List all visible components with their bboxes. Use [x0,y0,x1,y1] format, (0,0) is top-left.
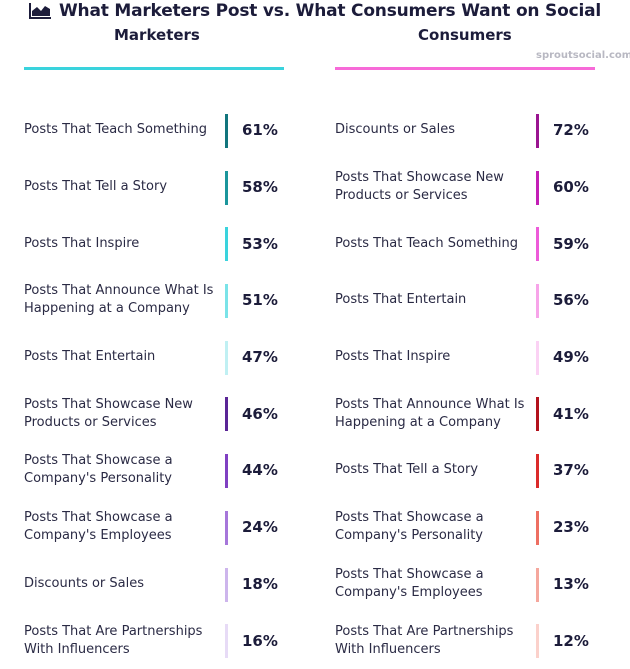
consumers-row: Posts That Showcase New Products or Serv… [335,159,615,216]
consumers-value-label: 72% [553,121,589,140]
marketers-column: Posts That Teach Something 61% Posts That … [24,102,304,669]
consumers-category-label: Posts That Inspire [335,349,451,365]
consumers-value-label: 41% [553,404,589,423]
consumers-category-label: Posts That Tell a Story [335,462,479,478]
consumers-value-label: 12% [553,631,589,650]
marketers-category-label: Posts That Are Partnerships With Influen… [24,623,203,657]
marketers-value-bar [225,567,228,602]
marketers-category-label: Posts That Inspire [24,235,140,251]
consumers-category-label: Posts That Showcase New Products or Serv… [335,170,504,204]
consumers-category-label: Posts That Are Partnerships With Influen… [335,623,514,657]
consumers-value-label: 59% [553,234,589,253]
marketers-row: Posts That Showcase a Company's Personal… [24,442,304,499]
marketers-category-label: Discounts or Sales [24,575,145,591]
marketers-row: Posts That Showcase a Company's Employee… [24,499,304,556]
marketers-row: Discounts or Sales 18% [24,556,304,613]
marketers-category-label: Posts That Tell a Story [24,179,168,195]
marketers-category-label: Posts That Showcase a Company's Employee… [24,510,173,544]
marketers-value-label: 44% [242,461,278,480]
marketers-value-bar [225,170,228,205]
consumers-category-label: Discounts or Sales [335,122,456,138]
marketers-category-label: Posts That Teach Something [24,122,208,138]
marketers-value-bar [225,227,228,262]
marketers-value-bar [225,114,228,148]
marketers-row: Posts That Announce What Is Happening at… [24,272,304,329]
marketers-category-label: Posts That Announce What Is Happening at… [24,283,214,317]
consumers-rule [335,67,595,70]
consumers-value-bar [536,284,539,319]
marketers-category-label: Posts That Showcase New Products or Serv… [24,396,193,430]
consumers-row: Posts That Showcase a Company's Personal… [335,499,615,556]
marketers-row: Posts That Inspire 53% [24,215,304,272]
marketers-value-label: 46% [242,404,278,423]
brand-watermark: sproutsocial.com [536,50,630,61]
consumers-value-label: 56% [553,291,589,310]
consumers-value-bar [536,340,539,375]
marketers-value-bar [225,340,228,375]
marketers-rule [24,67,284,70]
consumers-row: Posts That Teach Something 59% [335,215,615,272]
marketers-value-label: 51% [242,291,278,310]
marketers-category-label: Posts That Entertain [24,349,156,365]
marketers-value-label: 58% [242,178,278,197]
marketers-value-label: 16% [242,631,278,650]
consumers-value-label: 49% [553,348,589,367]
consumers-category-label: Posts That Announce What Is Happening at… [335,396,525,430]
marketers-value-bar [225,624,228,659]
consumers-row: Discounts or Sales 72% [335,102,615,159]
consumers-category-label: Posts That Teach Something [335,235,519,251]
consumers-category-label: Posts That Entertain [335,292,467,308]
consumers-value-bar [536,170,539,205]
consumers-value-label: 23% [553,518,589,537]
consumers-row: Posts That Are Partnerships With Influen… [335,612,615,669]
consumers-row: Posts That Tell a Story 37% [335,442,615,499]
consumers-row: Posts That Entertain 56% [335,272,615,329]
consumers-row: Posts That Showcase a Company's Employee… [335,556,615,613]
consumers-row: Posts That Inspire 49% [335,329,615,386]
marketers-category-label: Posts That Showcase a Company's Personal… [24,453,173,487]
consumers-value-label: 60% [553,178,589,197]
marketers-value-bar [225,454,228,489]
consumers-value-bar [536,227,539,262]
marketers-value-label: 53% [242,234,278,253]
consumers-category-label: Posts That Showcase a Company's Employee… [335,566,484,600]
consumers-value-bar [536,114,539,148]
marketers-row: Posts That Teach Something 61% [24,102,304,159]
consumers-value-label: 37% [553,461,589,480]
marketers-row: Posts That Showcase New Products or Serv… [24,385,304,442]
marketers-row: Posts That Are Partnerships With Influen… [24,612,304,669]
marketers-value-label: 18% [242,574,278,593]
marketers-header: Marketers [114,26,200,44]
marketers-value-bar [225,510,228,545]
consumers-value-label: 13% [553,574,589,593]
consumers-header: Consumers [418,26,512,44]
marketers-value-label: 47% [242,348,278,367]
bar-chart-icon [29,3,51,19]
marketers-row: Posts That Tell a Story 58% [24,159,304,216]
title-row: What Marketers Post vs. What Consumers W… [0,0,630,22]
consumers-row: Posts That Announce What Is Happening at… [335,385,615,442]
marketers-value-bar [225,284,228,319]
consumers-value-bar [536,567,539,602]
consumers-category-label: Posts That Showcase a Company's Personal… [335,510,484,544]
consumers-value-bar [536,397,539,432]
marketers-row: Posts That Entertain 47% [24,329,304,386]
consumers-value-bar [536,510,539,545]
marketers-value-label: 61% [242,121,278,140]
consumers-value-bar [536,454,539,489]
consumers-column: Discounts or Sales 72% Posts That Showcase… [335,102,615,669]
chart-title: What Marketers Post vs. What Consumers W… [59,1,601,21]
marketers-value-bar [225,397,228,432]
consumers-value-bar [536,624,539,659]
marketers-value-label: 24% [242,518,278,537]
